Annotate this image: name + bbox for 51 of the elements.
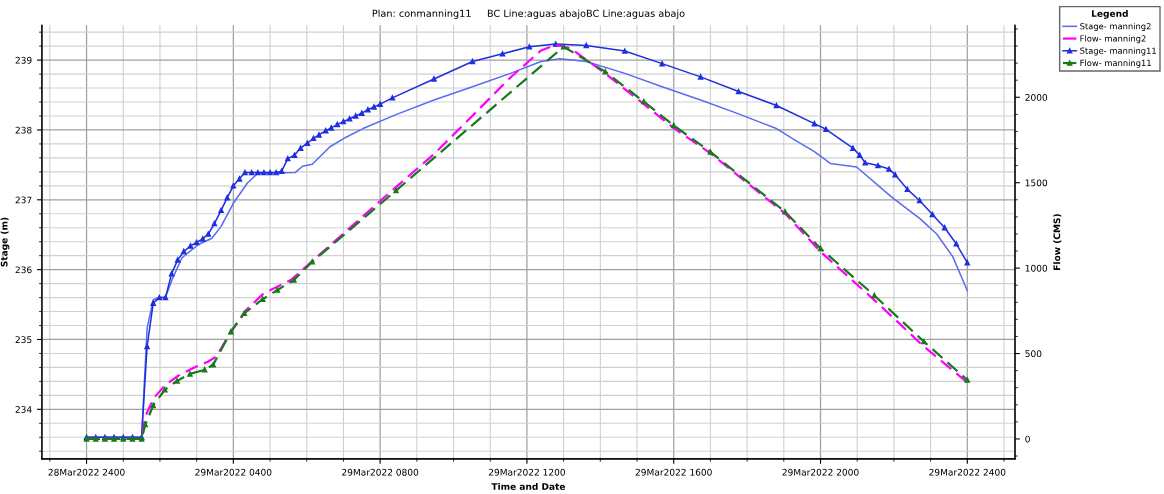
point bbox=[560, 43, 567, 50]
y-tick-label: 235 bbox=[15, 336, 32, 344]
x-tick-label: 29Mar2022 2000 bbox=[782, 468, 859, 476]
text: 28Mar2022 2400 bbox=[48, 468, 125, 476]
y-axis-title: Stage (m) bbox=[0, 217, 10, 267]
legend-label: Stage- manning2 bbox=[1080, 22, 1151, 31]
text: 29Mar2022 2400 bbox=[929, 468, 1006, 476]
point bbox=[602, 68, 608, 75]
y2-tick-label: 1000 bbox=[1025, 264, 1048, 272]
x-tick-label: 29Mar2022 0400 bbox=[195, 468, 272, 476]
y2-tick-label: 500 bbox=[1025, 350, 1042, 358]
point bbox=[201, 366, 208, 373]
x-tick-label: 29Mar2022 1600 bbox=[635, 468, 712, 476]
point bbox=[707, 149, 714, 155]
point bbox=[274, 287, 281, 293]
point bbox=[964, 377, 971, 383]
point bbox=[259, 296, 266, 302]
point bbox=[187, 371, 193, 377]
chart-title: Plan: conmanning11 BC Line:aguas abajoBC Line:aguas abajo bbox=[372, 9, 685, 19]
point bbox=[309, 259, 316, 265]
y-tick-label: 234 bbox=[15, 406, 32, 413]
point bbox=[142, 421, 149, 428]
y-tick-label: 236 bbox=[15, 266, 32, 274]
point bbox=[670, 122, 677, 129]
y-tick-label: 238 bbox=[15, 126, 32, 134]
y2-tick-label: 2000 bbox=[1025, 94, 1048, 101]
point bbox=[228, 328, 234, 335]
y-tick-label: 237 bbox=[15, 196, 32, 204]
point bbox=[782, 208, 788, 215]
point bbox=[150, 402, 156, 409]
legend-label: Flow- manning11 bbox=[1080, 59, 1151, 68]
x-tick-label: 29Mar2022 0800 bbox=[342, 468, 419, 476]
x-axis-title: Time and Date bbox=[491, 482, 566, 490]
y2-tick-label: 0 bbox=[1025, 435, 1030, 443]
point bbox=[817, 245, 824, 252]
y2-tick-label: 1500 bbox=[1025, 179, 1048, 187]
point bbox=[640, 98, 647, 105]
point bbox=[871, 292, 878, 299]
point bbox=[210, 362, 216, 368]
legend-label: Flow- manning2 bbox=[1080, 35, 1146, 44]
point bbox=[393, 187, 399, 194]
point bbox=[162, 386, 168, 393]
point bbox=[174, 378, 180, 384]
legend-title: Legend bbox=[1091, 9, 1128, 19]
y-tick-label: 239 bbox=[15, 56, 32, 64]
point bbox=[291, 277, 297, 283]
x-tick-label: 29Mar2022 1200 bbox=[488, 468, 565, 476]
y2-axis-title: Flow (CMS) bbox=[1053, 214, 1062, 270]
legend-label: Stage- manning11 bbox=[1080, 47, 1156, 56]
point bbox=[241, 310, 248, 316]
point bbox=[921, 338, 927, 345]
